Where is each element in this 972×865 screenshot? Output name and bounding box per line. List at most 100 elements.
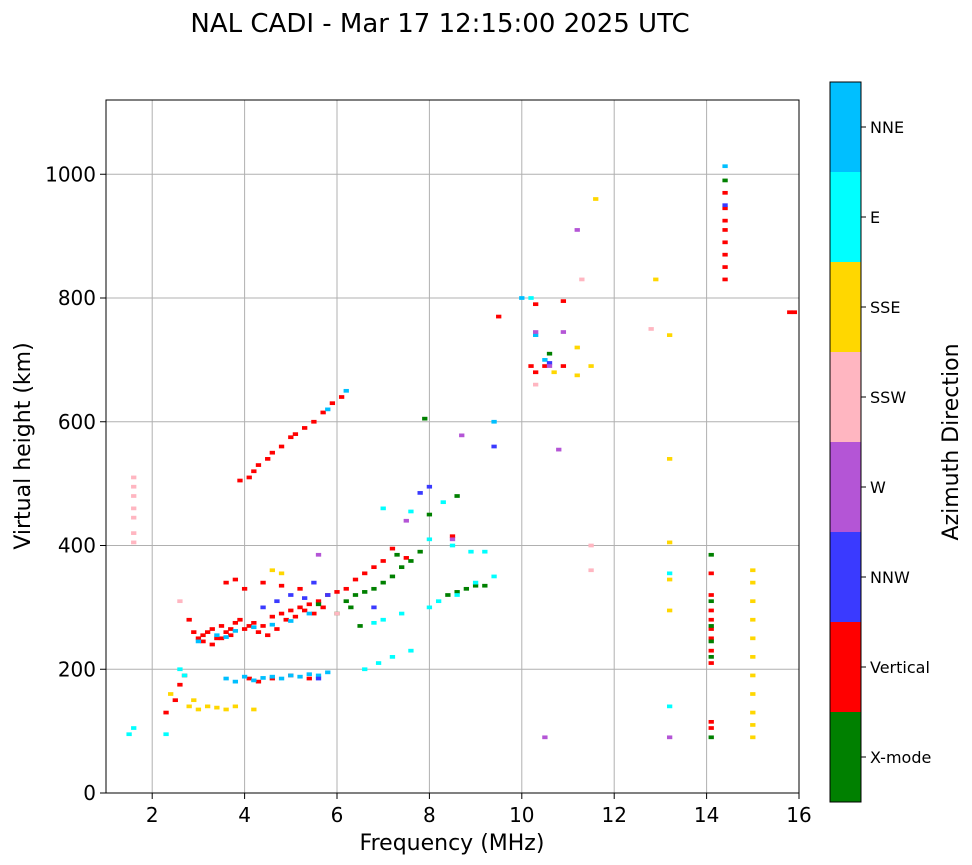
colorbar-tick-label: SSE — [870, 298, 900, 317]
echo-point — [241, 674, 248, 679]
x-tick-label: 16 — [786, 803, 811, 827]
colorbar-segment — [830, 82, 861, 172]
echo-point — [195, 639, 202, 644]
echo-point — [708, 661, 714, 665]
x-axis-label: Frequency (MHz) — [360, 831, 545, 856]
echo-point — [708, 639, 714, 644]
echo-point — [177, 599, 183, 604]
y-axis-ticks: 0 200 400 600 800 1000 — [45, 162, 106, 805]
colorbar-frame — [829, 81, 862, 803]
colorbar-segment — [830, 262, 861, 352]
echo-point — [403, 518, 409, 523]
echo-point — [181, 673, 188, 678]
echo-point — [251, 707, 257, 712]
echo-point — [246, 624, 252, 628]
echo-point — [311, 580, 317, 585]
colorbar-tick-label: W — [870, 478, 886, 497]
echo-point — [422, 416, 428, 421]
echo-point — [214, 636, 220, 641]
echo-point — [126, 732, 132, 737]
echo-point — [274, 599, 280, 604]
echo-point — [297, 674, 303, 679]
grid-lines — [106, 100, 800, 794]
echo-point — [177, 667, 183, 672]
echo-point — [482, 583, 488, 588]
echo-point — [186, 617, 192, 622]
echo-point — [533, 333, 539, 337]
y-tick-label: 800 — [58, 286, 96, 310]
echo-point — [269, 568, 275, 573]
chart-title: NAL CADI - Mar 17 12:15:00 2025 UTC — [190, 9, 689, 39]
echo-point — [593, 197, 599, 201]
echo-point — [454, 494, 460, 498]
echo-point — [311, 611, 317, 616]
echo-point — [574, 373, 580, 378]
echo-point — [329, 401, 336, 406]
echo-point — [375, 661, 382, 665]
azimuth-colorbar: X-mode Vertical NNW W SSW SSE E NNE — [829, 81, 931, 803]
echo-point — [666, 608, 673, 613]
y-tick-label: 200 — [58, 657, 96, 681]
echo-point — [399, 565, 405, 570]
echo-point — [482, 549, 488, 554]
echo-point — [168, 692, 174, 696]
plot-area — [105, 99, 800, 794]
echo-point — [468, 549, 474, 554]
x-tick-label: 4 — [238, 803, 251, 827]
echo-point — [750, 673, 756, 678]
echo-point — [241, 627, 248, 631]
echo-point — [722, 203, 728, 208]
echo-point — [362, 667, 368, 672]
x-tick-label: 8 — [423, 803, 436, 827]
echo-point — [542, 364, 548, 368]
echo-point — [666, 577, 673, 582]
echo-point — [163, 732, 169, 737]
y-axis-label: Virtual height (km) — [11, 342, 36, 549]
colorbar-segment — [830, 442, 861, 532]
echo-point — [131, 484, 137, 489]
echo-point — [463, 586, 470, 591]
echo-point — [708, 735, 714, 740]
echo-point — [241, 586, 248, 591]
echo-point — [371, 605, 377, 610]
echo-point — [750, 617, 756, 622]
echo-point — [426, 484, 433, 489]
echo-point — [200, 639, 206, 644]
echo-point — [338, 395, 345, 399]
series-nnw — [260, 203, 728, 681]
echo-point — [186, 704, 192, 709]
echo-point — [722, 240, 728, 245]
echo-point — [311, 419, 317, 424]
echo-point — [449, 534, 456, 539]
echo-point — [131, 531, 137, 535]
echo-point — [380, 559, 386, 563]
echo-point — [454, 593, 460, 597]
echo-point — [750, 655, 756, 659]
echo-point — [343, 586, 349, 591]
echo-point — [722, 252, 728, 257]
echo-point — [666, 571, 673, 576]
echo-point — [708, 726, 714, 730]
echo-point — [265, 633, 271, 638]
echo-point — [218, 624, 225, 628]
echo-point — [380, 617, 386, 622]
echo-point — [551, 370, 557, 375]
echo-point — [306, 672, 312, 677]
echo-point — [440, 500, 446, 505]
echo-point — [708, 608, 714, 613]
echo-point — [315, 599, 322, 604]
echo-point — [214, 633, 220, 638]
colorbar-tick-label: X-mode — [870, 748, 931, 767]
echo-point — [408, 509, 414, 514]
echo-point — [302, 426, 308, 430]
x-tick-label: 10 — [509, 803, 534, 827]
echo-point — [546, 361, 553, 365]
echo-point — [708, 599, 714, 604]
echo-point — [269, 622, 275, 627]
echo-point — [274, 627, 280, 631]
echo-point — [352, 593, 359, 597]
echo-point — [283, 617, 289, 622]
echo-point — [750, 568, 756, 573]
echo-point — [278, 583, 285, 588]
echo-point — [556, 447, 562, 452]
